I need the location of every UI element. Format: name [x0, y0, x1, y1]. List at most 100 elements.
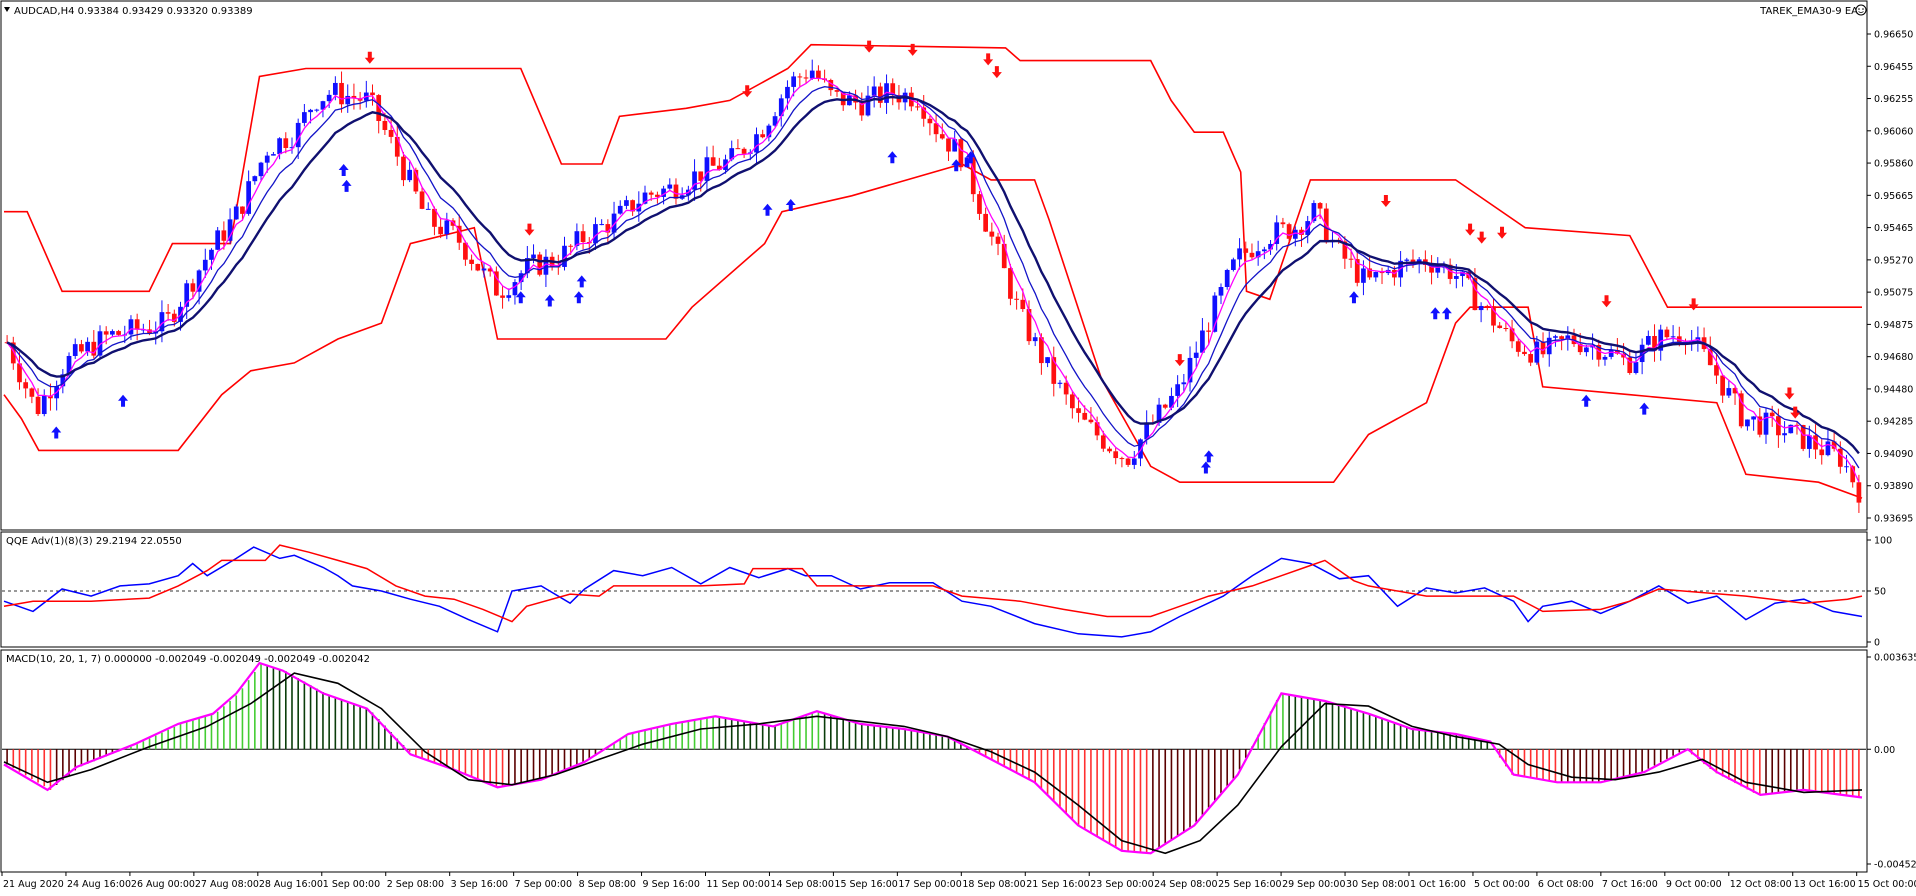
main-price-pane[interactable]: 0.96650 0.96455 0.96255 0.96060 0.95860 0.956… [0, 0, 1913, 531]
candle-body [933, 123, 939, 135]
candle [1757, 407, 1763, 438]
candle-body [692, 171, 697, 190]
candle [401, 151, 406, 187]
candle-body [698, 171, 704, 181]
candle [1231, 257, 1236, 272]
x-tick-label: 7 Sep 00:00 [515, 879, 572, 890]
candle [1559, 335, 1564, 351]
candle-body [772, 116, 778, 126]
candle-body [407, 169, 413, 181]
candle-body [791, 76, 797, 87]
candle [1522, 343, 1527, 356]
candle-body [1503, 328, 1509, 330]
candle-body [1788, 424, 1794, 434]
qqe-fast-line [3, 546, 1863, 638]
candle-body [524, 258, 530, 274]
buy-arrow-icon [118, 394, 129, 407]
candle-body [599, 224, 605, 226]
x-tick-label: 12 Oct 08:00 [1730, 879, 1792, 890]
candle-body [1615, 349, 1620, 354]
candle [1763, 407, 1769, 444]
candle [1119, 456, 1125, 468]
candle-body [116, 331, 121, 335]
candle-body [1280, 222, 1286, 225]
x-tick-label: 11 Sep 00:00 [706, 879, 769, 890]
candle-body [890, 83, 896, 96]
sell-arrow-icon [1380, 194, 1391, 207]
chart-menu-triangle-icon[interactable] [4, 7, 10, 12]
candle-body [1453, 276, 1459, 279]
buy-arrow-icon [1639, 402, 1650, 415]
candle-body [1528, 354, 1534, 363]
candle-body [989, 231, 995, 237]
y-tick-label: 0.94480 [1874, 384, 1913, 395]
candle-body [1107, 448, 1112, 452]
candle-body [128, 319, 134, 335]
candle-body [1782, 433, 1787, 436]
candle-body [537, 254, 543, 275]
candle-body [1726, 388, 1732, 396]
candle-body [240, 206, 245, 214]
candle-body [1794, 424, 1800, 426]
y-tick-label: 0.96455 [1874, 62, 1913, 73]
candle [221, 221, 227, 250]
candle-body [1231, 259, 1236, 270]
candle [1509, 319, 1515, 349]
candle [419, 187, 425, 210]
candle-body [277, 138, 282, 155]
buy-arrow-icon [1581, 394, 1592, 407]
candle-body [574, 231, 580, 246]
candle-body [828, 80, 834, 91]
candle [580, 224, 586, 250]
candle [320, 100, 326, 118]
candle-body [271, 154, 276, 156]
candle [834, 89, 840, 97]
candle [927, 115, 933, 136]
candle-body [605, 224, 611, 233]
sell-arrow-icon [524, 223, 535, 236]
candle [766, 123, 772, 142]
y-tick-label: 0.95075 [1874, 288, 1913, 299]
candle [1299, 226, 1304, 247]
candle [29, 387, 35, 404]
x-tick-label: 24 Sep 08:00 [1154, 879, 1217, 890]
candle-body [970, 157, 976, 195]
candle-body [475, 263, 481, 271]
candle-body [655, 194, 660, 197]
candle-body [816, 70, 821, 79]
x-tick-label: 13 Oct 16:00 [1794, 879, 1856, 890]
candle-body [227, 219, 233, 241]
candle-body [1800, 424, 1806, 449]
candle [1125, 457, 1131, 467]
candle-body [339, 82, 344, 105]
candle-body [1032, 337, 1038, 342]
candle-body [723, 159, 728, 170]
smiley-icon[interactable] [1855, 4, 1867, 16]
candle [1286, 222, 1292, 242]
candle-body [1317, 203, 1323, 209]
candle [803, 69, 809, 85]
candle [85, 337, 90, 356]
candle [79, 339, 84, 354]
candle [741, 147, 747, 158]
candle [1001, 234, 1007, 269]
candle-body [1255, 251, 1261, 258]
candle [1317, 201, 1323, 220]
candle [1107, 446, 1112, 454]
candle [1503, 321, 1509, 332]
sell-arrow-icon [991, 66, 1002, 79]
macd-pane[interactable]: 0.003635 0.00 -0.004521 [0, 649, 1916, 873]
candle [1670, 325, 1676, 345]
qqe-pane[interactable]: 100 50 0 [0, 531, 1892, 649]
candle-body [512, 282, 518, 296]
candle-body [1113, 451, 1119, 459]
candle [1720, 375, 1726, 403]
candle-body [1187, 357, 1193, 383]
candle-body [85, 341, 90, 352]
sell-arrow-icon [1465, 223, 1476, 236]
candle-body [171, 313, 177, 322]
candle [1200, 318, 1205, 353]
candle [463, 240, 468, 266]
candle [933, 114, 939, 143]
